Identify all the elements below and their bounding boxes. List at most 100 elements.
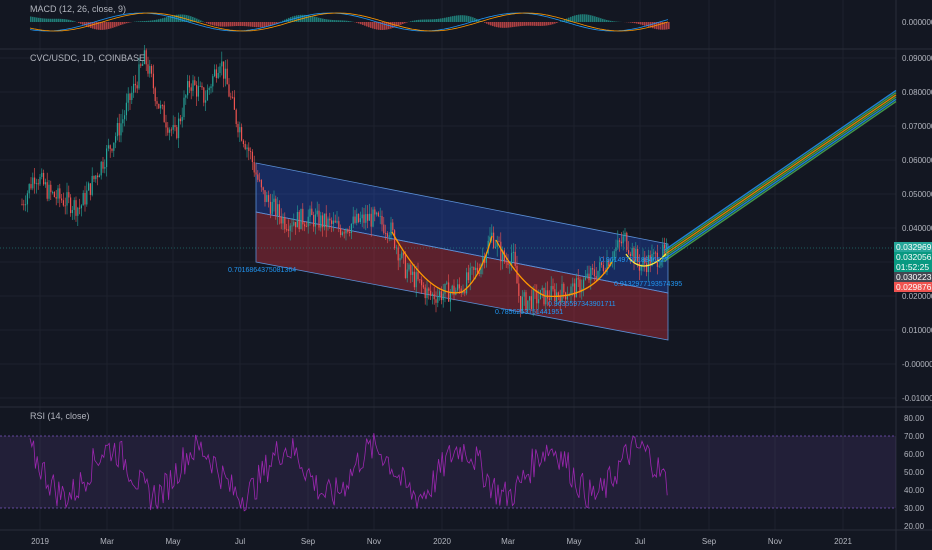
macd-histogram-bar bbox=[198, 19, 200, 22]
candle-body bbox=[233, 97, 235, 110]
macd-histogram-bar bbox=[102, 22, 104, 30]
candle-body bbox=[358, 213, 360, 223]
candle-body bbox=[662, 244, 664, 261]
projection-fan[interactable] bbox=[663, 89, 897, 263]
candle-body bbox=[640, 265, 642, 271]
candle-body bbox=[471, 267, 473, 268]
candle-body bbox=[98, 175, 100, 178]
candle-body bbox=[152, 73, 154, 89]
macd-histogram-bar bbox=[448, 16, 450, 22]
macd-histogram-bar bbox=[356, 22, 358, 23]
macd-histogram-bar bbox=[568, 17, 570, 22]
candle-body bbox=[475, 267, 477, 271]
macd-title[interactable]: MACD (12, 26, close, 9) bbox=[30, 4, 127, 14]
macd-histogram-bar bbox=[262, 22, 264, 28]
macd-histogram-bar bbox=[660, 22, 662, 30]
candle-body bbox=[102, 161, 104, 169]
candle-body bbox=[223, 61, 225, 79]
macd-histogram-bar bbox=[594, 16, 596, 22]
fib-label: 0.7016864375081364 bbox=[228, 267, 296, 274]
candle-body bbox=[88, 183, 90, 191]
candle-body bbox=[71, 209, 73, 214]
rsi-title[interactable]: RSI (14, close) bbox=[30, 411, 90, 421]
arc-curve-2 bbox=[495, 239, 613, 298]
candle-body bbox=[433, 294, 435, 300]
candle-body bbox=[619, 240, 621, 242]
candle-body bbox=[577, 278, 579, 280]
macd-histogram-bar bbox=[104, 22, 106, 30]
rsi-series bbox=[29, 433, 668, 512]
macd-histogram-bar bbox=[488, 22, 490, 25]
macd-histogram-bar bbox=[220, 22, 222, 27]
macd-histogram-bar bbox=[634, 22, 636, 24]
candle-body bbox=[539, 290, 541, 300]
arc-curve-1 bbox=[391, 231, 493, 294]
macd-histogram-bar bbox=[304, 14, 306, 22]
macd-histogram-bar bbox=[500, 22, 502, 28]
macd-histogram-bar bbox=[94, 22, 96, 30]
macd-histogram-bar bbox=[516, 22, 518, 27]
time-tick-label: Sep bbox=[301, 537, 316, 546]
candle-body bbox=[628, 250, 630, 254]
candle-body bbox=[620, 241, 622, 244]
macd-series bbox=[29, 12, 670, 32]
candle-body bbox=[439, 291, 441, 297]
candle-body bbox=[536, 290, 538, 304]
macd-histogram-bar bbox=[186, 15, 188, 22]
macd-histogram-bar bbox=[410, 21, 412, 22]
macd-histogram-bar bbox=[88, 22, 90, 28]
candle-body bbox=[129, 93, 131, 101]
candle-body bbox=[327, 218, 329, 228]
candle-body bbox=[622, 236, 624, 244]
candle-body bbox=[469, 267, 471, 281]
macd-histogram-bar bbox=[36, 17, 38, 22]
macd-histogram-bar bbox=[250, 22, 252, 27]
macd-histogram-bar bbox=[414, 20, 416, 22]
candle-body bbox=[280, 216, 282, 224]
candle-body bbox=[494, 246, 496, 248]
candle-body bbox=[62, 200, 64, 206]
candle-body bbox=[161, 105, 163, 106]
curve-drawings[interactable] bbox=[391, 231, 667, 298]
candle-body bbox=[322, 215, 324, 228]
macd-histogram-bar bbox=[456, 15, 458, 22]
time-axis-labels[interactable]: 2019 Mar May Jul Sep Nov 2020 Mar May Jul Sep Nov 20… bbox=[31, 537, 852, 546]
candle-body bbox=[397, 247, 399, 261]
candle-body bbox=[660, 260, 662, 266]
candle-body bbox=[205, 100, 207, 103]
candle-body bbox=[250, 151, 252, 152]
candle-body bbox=[399, 258, 401, 261]
candle-body bbox=[633, 247, 635, 263]
regression-channel[interactable] bbox=[255, 162, 669, 341]
candle-body bbox=[113, 142, 115, 151]
candle-body bbox=[588, 273, 590, 281]
macd-histogram-bar bbox=[434, 19, 436, 22]
macd-histogram-bar bbox=[260, 22, 262, 28]
candle-body bbox=[313, 215, 315, 227]
candle-body bbox=[156, 101, 158, 104]
macd-histogram-bar bbox=[112, 22, 114, 28]
candle-body bbox=[268, 195, 270, 202]
candle-body bbox=[237, 123, 239, 133]
macd-histogram-bar bbox=[168, 16, 170, 22]
candle-body bbox=[82, 192, 84, 206]
macd-histogram-bar bbox=[518, 22, 520, 27]
candle-body bbox=[642, 258, 644, 266]
candle-body bbox=[61, 198, 63, 201]
candle-body bbox=[57, 188, 59, 199]
candle-body bbox=[451, 285, 453, 292]
macd-histogram-bar bbox=[66, 19, 68, 22]
candle-body bbox=[379, 215, 381, 217]
macd-histogram-bar bbox=[30, 16, 32, 22]
candle-body bbox=[118, 123, 120, 136]
candle-body bbox=[194, 80, 196, 85]
symbol-title[interactable]: CVC/USDC, 1D, COINBASE bbox=[30, 53, 146, 63]
candle-body bbox=[188, 81, 190, 88]
macd-histogram-bar bbox=[474, 18, 476, 22]
candle-body bbox=[307, 216, 309, 227]
